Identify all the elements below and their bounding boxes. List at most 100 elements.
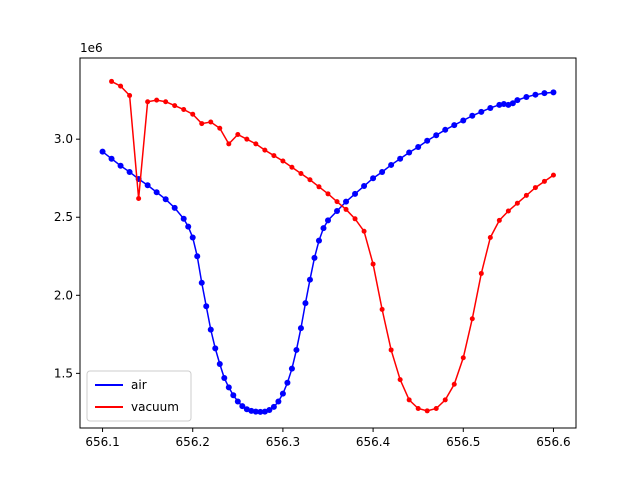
data-point-vacuum <box>181 107 187 113</box>
data-point-vacuum <box>433 405 439 411</box>
data-point-vacuum <box>325 191 331 197</box>
data-point-air <box>352 190 359 197</box>
data-point-air <box>108 155 115 162</box>
data-point-air <box>541 90 548 97</box>
data-point-air <box>216 360 223 367</box>
data-point-vacuum <box>523 192 529 198</box>
data-point-air <box>315 237 322 244</box>
data-point-air <box>442 126 449 133</box>
data-point-air <box>171 204 178 211</box>
y-tick-label: 2.0 <box>54 288 73 302</box>
data-point-air <box>180 215 187 222</box>
data-point-air <box>203 303 210 310</box>
data-point-vacuum <box>550 172 556 178</box>
data-point-vacuum <box>253 141 259 147</box>
data-point-vacuum <box>298 171 304 177</box>
data-point-air <box>451 122 458 129</box>
data-point-air <box>243 406 250 413</box>
data-point-air <box>153 189 160 196</box>
data-point-vacuum <box>208 119 214 125</box>
data-point-air <box>288 365 295 372</box>
data-point-air <box>261 408 268 415</box>
data-point-air <box>433 132 440 139</box>
data-point-air <box>212 345 219 352</box>
data-point-air <box>275 398 282 405</box>
data-point-vacuum <box>172 103 178 109</box>
data-point-vacuum <box>460 355 466 361</box>
data-point-air <box>325 217 331 224</box>
data-point-air <box>478 108 485 115</box>
series-air <box>99 89 557 415</box>
data-point-vacuum <box>514 200 520 206</box>
data-point-air <box>523 94 530 101</box>
data-point-vacuum <box>478 270 484 276</box>
data-point-vacuum <box>280 158 286 164</box>
data-point-air <box>509 100 516 107</box>
data-point-vacuum <box>370 261 376 267</box>
legend: air vacuum <box>86 370 192 422</box>
data-point-air <box>320 225 327 232</box>
x-tick-label: 656.2 <box>176 435 210 449</box>
data-point-air <box>550 89 557 96</box>
data-point-air <box>126 168 133 175</box>
data-point-air <box>361 183 368 190</box>
data-point-vacuum <box>352 216 358 222</box>
data-point-air <box>221 375 228 382</box>
data-point-air <box>239 403 246 410</box>
data-point-air <box>370 175 377 182</box>
data-point-vacuum <box>244 136 250 142</box>
data-point-air <box>266 407 273 414</box>
data-point-air <box>532 91 539 98</box>
data-point-air <box>460 117 467 124</box>
data-point-air <box>234 398 241 405</box>
data-point-vacuum <box>406 397 412 403</box>
data-point-air <box>306 276 313 283</box>
x-tick-label: 656.5 <box>446 435 480 449</box>
data-point-air <box>279 390 286 397</box>
data-point-vacuum <box>388 347 394 353</box>
data-point-vacuum <box>541 178 547 184</box>
data-point-air <box>270 403 277 410</box>
data-point-vacuum <box>226 141 232 147</box>
x-tick-label: 656.1 <box>85 435 119 449</box>
data-point-air <box>415 143 422 150</box>
y-tick-label: 1.5 <box>54 366 73 380</box>
data-point-vacuum <box>379 306 385 312</box>
data-point-air <box>505 101 512 108</box>
data-point-vacuum <box>424 408 430 414</box>
data-point-air <box>293 346 300 353</box>
axes-frame <box>79 57 577 429</box>
data-point-air <box>194 253 201 260</box>
data-point-air <box>388 161 395 168</box>
data-point-air <box>297 325 304 332</box>
data-point-air <box>99 148 106 155</box>
x-tick-label: 656.6 <box>536 435 570 449</box>
data-point-vacuum <box>163 99 169 105</box>
data-point-vacuum <box>235 132 241 137</box>
data-point-air <box>225 384 232 391</box>
data-point-vacuum <box>289 164 295 170</box>
data-point-vacuum <box>118 83 124 89</box>
data-point-air <box>144 182 151 189</box>
y-axis: 1.5 2.0 2.5 3.0 <box>54 132 80 380</box>
legend-label-vacuum: vacuum <box>131 400 179 414</box>
data-point-vacuum <box>190 111 196 117</box>
data-point-air <box>248 407 255 414</box>
data-point-air <box>117 162 124 169</box>
y-tick-label: 3.0 <box>54 132 73 146</box>
data-point-air <box>207 326 214 333</box>
legend-label-air: air <box>131 378 147 392</box>
data-point-vacuum <box>145 99 151 105</box>
legend-box <box>86 370 192 422</box>
data-point-vacuum <box>217 125 223 131</box>
data-point-air <box>343 198 350 205</box>
data-point-air <box>496 101 503 108</box>
data-point-air <box>500 101 507 108</box>
data-point-vacuum <box>469 316 475 322</box>
x-tick-label: 656.3 <box>266 435 300 449</box>
data-point-air <box>487 104 494 111</box>
data-point-vacuum <box>415 405 421 411</box>
data-point-vacuum <box>451 381 457 387</box>
data-point-air <box>252 408 259 415</box>
